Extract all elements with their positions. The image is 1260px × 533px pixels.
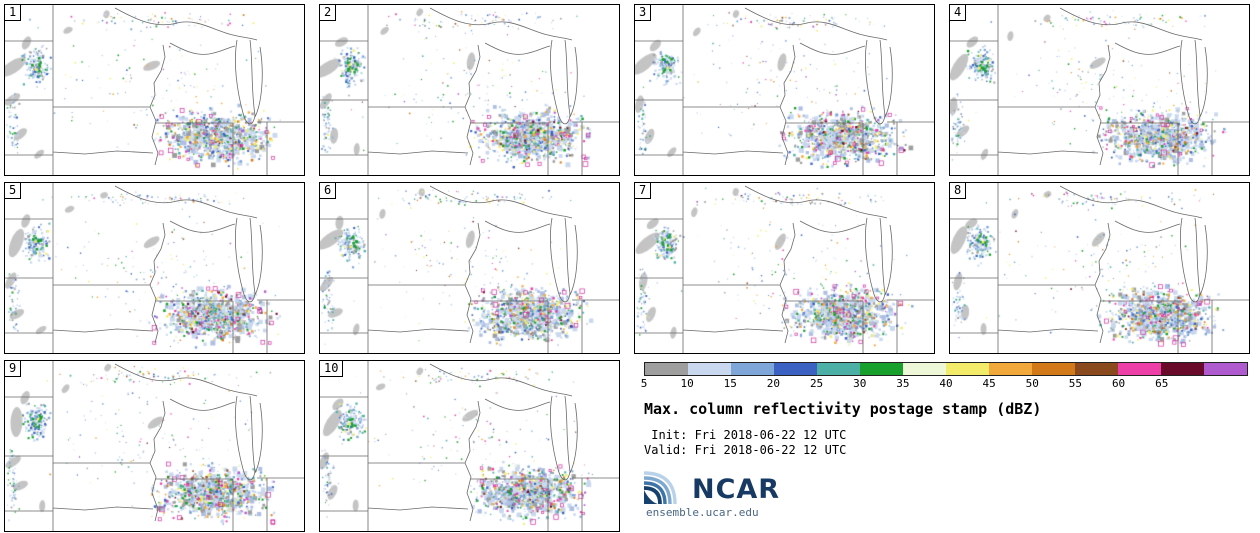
colorbar-tick-label: 35 [896, 377, 910, 390]
colorbar-segment [1032, 363, 1075, 375]
ensemble-member-panel-9: 9 [4, 360, 305, 532]
ensemble-member-panel-2: 2 [319, 4, 620, 176]
panel-number: 3 [635, 5, 652, 21]
colorbar-segment [817, 363, 860, 375]
colorbar-tick-label: 20 [766, 377, 781, 390]
panel-number: 4 [950, 5, 967, 21]
state-outline-map [950, 5, 1249, 175]
state-borders-path [5, 183, 304, 353]
ncar-swoosh-icon [644, 471, 677, 505]
ensemble-member-panel-7: 7 [634, 182, 935, 354]
ncar-logo: NCAR [644, 471, 1250, 505]
panel-number: 2 [320, 5, 337, 21]
colorbar-segment [1075, 363, 1118, 375]
colorbar-tick-label: 5 [640, 377, 648, 390]
panel-number: 1 [5, 5, 22, 21]
state-borders-path [320, 183, 619, 353]
colorbar-segment [645, 363, 688, 375]
state-borders-path [5, 361, 304, 531]
ensemble-member-panel-8: 8 [949, 182, 1250, 354]
valid-time: Valid: Fri 2018-06-22 12 UTC [644, 443, 847, 457]
colorbar-tick-label: 55 [1068, 377, 1083, 390]
colorbar-segment [860, 363, 903, 375]
colorbar-tick-label: 45 [982, 377, 996, 390]
colorbar-segment [1204, 363, 1247, 375]
state-outline-map [5, 5, 304, 175]
state-outline-map [5, 183, 304, 353]
panel-number: 7 [635, 183, 652, 199]
colorbar-segment [903, 363, 946, 375]
state-borders-path [635, 183, 934, 353]
panel-number: 6 [320, 183, 337, 199]
colorbar-tick-label: 30 [853, 377, 867, 390]
colorbar-segment [989, 363, 1032, 375]
colorbar-tick-label: 65 [1155, 377, 1169, 390]
state-borders-path [635, 5, 934, 175]
panel-number: 8 [950, 183, 967, 199]
ensemble-member-panel-1: 1 [4, 4, 305, 176]
state-borders-path [320, 5, 619, 175]
state-borders-path [950, 5, 1249, 175]
colorbar-segment [1161, 363, 1204, 375]
panel-number: 9 [5, 361, 22, 377]
colorbar-tick-label: 40 [939, 377, 953, 390]
chart-title: Max. column reflectivity postage stamp (… [644, 400, 1042, 418]
state-outline-map [5, 361, 304, 531]
ncar-logo-text: NCAR [692, 474, 781, 505]
colorbar-tick-label: 15 [723, 377, 737, 390]
legend-block: 5 10 15 20 25 30 35 40 45 50 55 60 65 Max. column re… [634, 360, 1250, 532]
init-time: Init: Fri 2018-06-22 12 UTC [644, 428, 847, 442]
colorbar-tick-label: 60 [1111, 377, 1126, 390]
colorbar-segment [774, 363, 817, 375]
panel-number: 5 [5, 183, 22, 199]
ensemble-member-panel-10: 10 [319, 360, 620, 532]
state-outline-map [635, 5, 934, 175]
state-outline-map [320, 183, 619, 353]
ensemble-member-panel-5: 5 [4, 182, 305, 354]
panel-number: 10 [320, 361, 344, 377]
state-borders-path [5, 5, 304, 175]
state-outline-map [320, 361, 619, 531]
colorbar-segment [688, 363, 731, 375]
state-outline-map [320, 5, 619, 175]
ensemble-member-panel-3: 3 [634, 4, 935, 176]
colorbar [644, 362, 1248, 376]
state-outline-map [635, 183, 934, 353]
colorbar-ticks: 5 10 15 20 25 30 35 40 45 50 55 60 65 [640, 377, 1248, 391]
colorbar-tick-label: 25 [809, 377, 824, 390]
colorbar-tick-label: 50 [1025, 377, 1039, 390]
colorbar-segment [731, 363, 774, 375]
state-outline-map [950, 183, 1249, 353]
ensemble-member-panel-6: 6 [319, 182, 620, 354]
ensemble-member-panel-4: 4 [949, 4, 1250, 176]
colorbar-tick-label: 10 [680, 377, 694, 390]
colorbar-segment [946, 363, 989, 375]
site-url: ensemble.ucar.edu [646, 506, 759, 519]
state-borders-path [950, 183, 1249, 353]
colorbar-segment [1118, 363, 1161, 375]
state-borders-path [320, 361, 619, 531]
